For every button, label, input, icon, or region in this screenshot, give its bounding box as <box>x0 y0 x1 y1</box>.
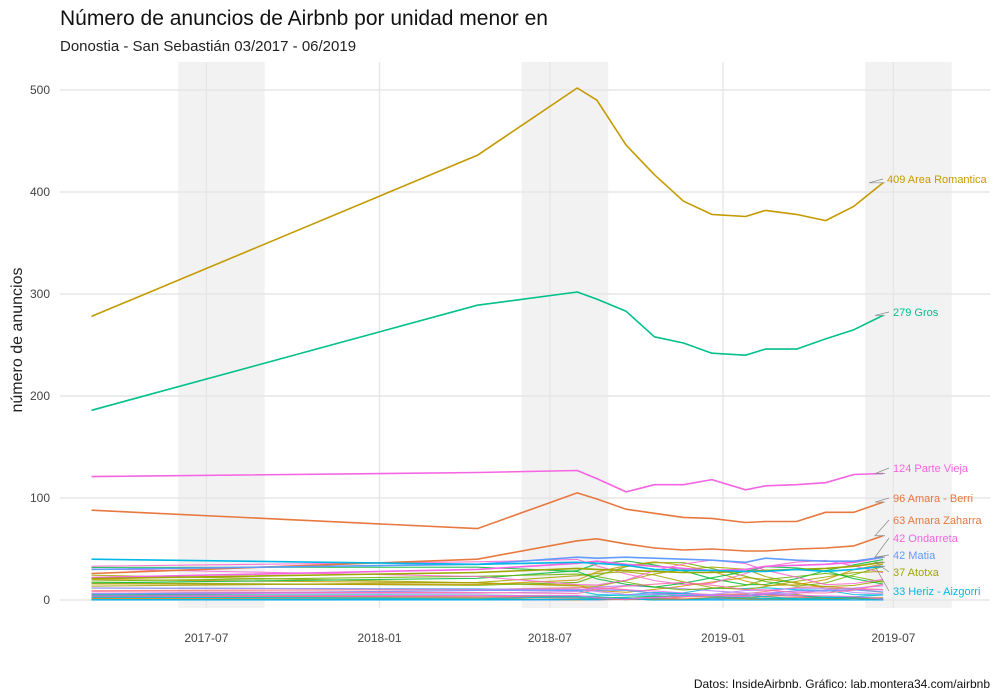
y-tick-0: 0 <box>43 593 50 607</box>
minor-series-line <box>91 570 884 591</box>
series-label-heriz-aizgorri: 33 Heriz - Aizgorri <box>893 586 980 598</box>
summer-band-0 <box>178 62 265 608</box>
series-lines <box>91 87 884 580</box>
series-label-matia: 42 Matia <box>893 550 936 562</box>
chart-caption: Datos: InsideAirbnb. Gráfico: lab.monter… <box>694 677 990 691</box>
label-leader <box>874 497 890 503</box>
series-line-atotxa <box>91 561 884 580</box>
minor-series-line <box>91 581 884 595</box>
x-tick-2019-07: 2019-07 <box>871 631 915 645</box>
y-tick-400: 400 <box>30 185 50 199</box>
series-label-ondarreta: 42 Ondarreta <box>893 533 959 545</box>
series-line-matia <box>91 556 884 571</box>
minor-series-line <box>91 597 884 601</box>
label-leader <box>874 565 890 592</box>
series-label-parte-vieja: 124 Parte Vieja <box>893 463 969 475</box>
x-tick-2018-07: 2018-07 <box>528 631 572 645</box>
y-tick-300: 300 <box>30 287 50 301</box>
label-leader <box>874 467 890 474</box>
y-tick-100: 100 <box>30 491 50 505</box>
series-line-amara-berri <box>91 492 884 530</box>
series-label-gros: 279 Gros <box>893 307 939 319</box>
series-line-amara-zaharra <box>91 534 884 575</box>
x-tick-2019-01: 2019-01 <box>701 631 745 645</box>
x-tick-2017-07: 2017-07 <box>184 631 228 645</box>
y-axis-label: número de anuncios <box>9 268 26 413</box>
minor-series-line <box>91 587 884 596</box>
series-label-amara-berri: 96 Amara - Berri <box>893 493 973 505</box>
shaded-periods <box>178 62 952 608</box>
minor-series-line <box>91 597 884 601</box>
minor-series-line <box>91 559 884 586</box>
y-tick-200: 200 <box>30 389 50 403</box>
label-leader <box>868 178 886 184</box>
chart-title: Número de anuncios de Airbnb por unidad … <box>60 7 548 30</box>
label-leader <box>874 519 890 537</box>
series-labels: 409 Area Romantica 279 Gros 124 Parte Viej… <box>868 174 988 598</box>
series-line-parte-vieja <box>91 469 884 493</box>
x-axis-ticks: 2017-07 2018-01 2018-07 2019-01 2019-07 <box>184 631 915 645</box>
series-label-atotxa: 37 Atotxa <box>893 567 940 579</box>
summer-band-2 <box>865 62 952 608</box>
label-leader <box>874 554 890 558</box>
series-label-area-romantica: 409 Area Romantica <box>887 174 988 186</box>
y-tick-500: 500 <box>30 83 50 97</box>
series-label-amara-zaharra: 63 Amara Zaharra <box>893 515 983 527</box>
series-line-area-romantica <box>91 87 884 318</box>
summer-band-1 <box>521 62 609 608</box>
chart-subtitle: Donostia - San Sebastián 03/2017 - 06/20… <box>60 38 356 55</box>
series-line-heriz-aizgorri <box>91 558 884 573</box>
y-axis-ticks: 0 100 200 300 400 500 <box>30 83 50 607</box>
minor-series-line <box>91 559 884 586</box>
x-tick-2018-01: 2018-01 <box>358 631 402 645</box>
label-leader <box>873 561 890 573</box>
series-line-gros <box>91 291 884 412</box>
minor-series-line <box>91 593 884 600</box>
minor-series-line <box>91 572 884 591</box>
label-leader <box>874 311 890 316</box>
minor-series-line <box>91 561 884 586</box>
